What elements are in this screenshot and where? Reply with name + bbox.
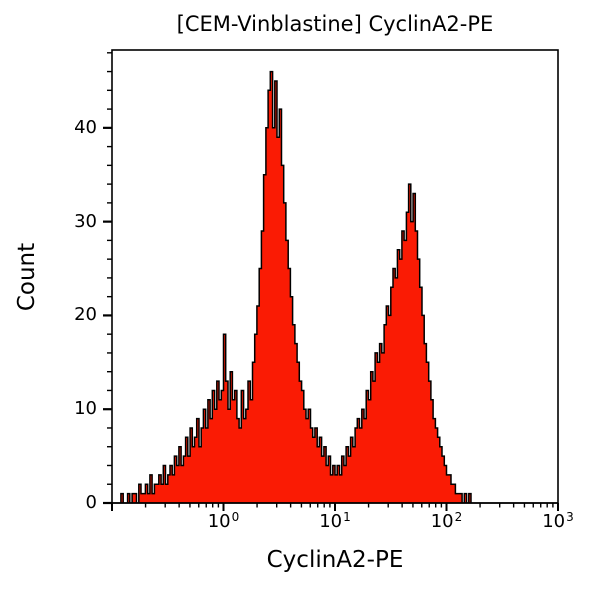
y-tick-label: 10 — [74, 398, 97, 420]
x-tick-label: 100 — [200, 510, 248, 533]
histogram-series — [112, 70, 558, 504]
x-tick-exponent: 1 — [343, 510, 351, 524]
x-tick-base: 10 — [542, 511, 566, 532]
y-tick-label: 0 — [85, 492, 97, 513]
x-tick-base: 10 — [319, 511, 343, 532]
x-tick-label: 101 — [311, 510, 359, 533]
y-tick-label: 40 — [74, 116, 97, 138]
x-tick-exponent: 2 — [454, 510, 463, 524]
x-tick-label: 103 — [534, 510, 582, 533]
y-tick-label: 20 — [74, 304, 97, 326]
x-tick-exponent: 3 — [566, 510, 574, 524]
x-tick-exponent: 0 — [231, 510, 240, 524]
x-tick-base: 10 — [207, 511, 231, 532]
x-tick-base: 10 — [430, 511, 454, 532]
x-tick-label: 102 — [423, 510, 471, 533]
chart-title: [CEM-Vinblastine] CyclinA2-PE — [176, 12, 494, 36]
x-axis-title: CyclinA2-PE — [266, 547, 404, 573]
plot-border — [111, 49, 559, 504]
y-tick-label: 30 — [74, 210, 97, 232]
